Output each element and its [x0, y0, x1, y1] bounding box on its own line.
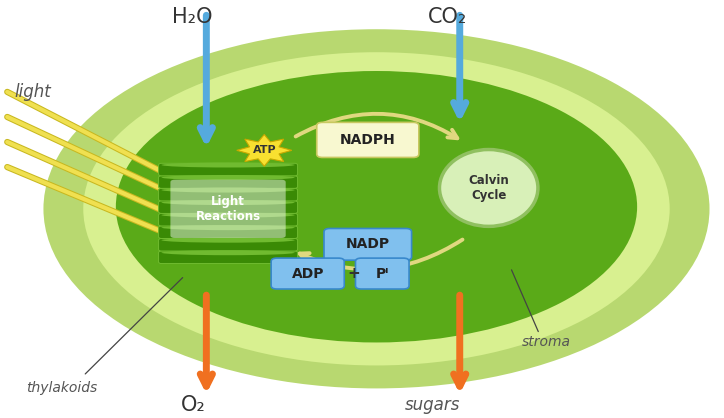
- FancyBboxPatch shape: [159, 163, 298, 176]
- FancyBboxPatch shape: [159, 226, 298, 239]
- Ellipse shape: [439, 150, 538, 227]
- FancyBboxPatch shape: [324, 229, 411, 260]
- Text: thylakoids: thylakoids: [26, 381, 97, 395]
- FancyBboxPatch shape: [170, 180, 286, 238]
- FancyBboxPatch shape: [159, 239, 298, 251]
- Ellipse shape: [161, 163, 295, 168]
- Text: ADP: ADP: [292, 267, 324, 280]
- FancyBboxPatch shape: [159, 189, 298, 201]
- Ellipse shape: [43, 29, 710, 388]
- Ellipse shape: [161, 237, 295, 243]
- Polygon shape: [237, 135, 292, 166]
- Ellipse shape: [161, 188, 295, 193]
- Text: +: +: [347, 266, 360, 281]
- Text: light: light: [14, 83, 51, 101]
- Text: Calvin
Cycle: Calvin Cycle: [468, 174, 509, 202]
- FancyBboxPatch shape: [159, 176, 298, 189]
- FancyBboxPatch shape: [159, 251, 298, 263]
- Text: O₂: O₂: [181, 395, 206, 415]
- Text: Pᴵ: Pᴵ: [376, 267, 389, 280]
- FancyBboxPatch shape: [159, 201, 298, 214]
- FancyBboxPatch shape: [271, 258, 345, 289]
- Text: Light
Reactions: Light Reactions: [195, 195, 261, 223]
- Text: NADPH: NADPH: [340, 133, 396, 147]
- Ellipse shape: [161, 175, 295, 180]
- Ellipse shape: [161, 213, 295, 218]
- Text: ATP: ATP: [253, 145, 276, 155]
- Text: stroma: stroma: [522, 336, 571, 349]
- FancyBboxPatch shape: [355, 258, 409, 289]
- Text: sugars: sugars: [405, 396, 460, 414]
- FancyBboxPatch shape: [159, 214, 298, 226]
- Ellipse shape: [116, 71, 637, 342]
- Ellipse shape: [161, 250, 295, 255]
- Ellipse shape: [83, 52, 670, 365]
- Text: H₂O: H₂O: [172, 7, 212, 27]
- Text: CO₂: CO₂: [428, 7, 467, 27]
- Ellipse shape: [161, 200, 295, 205]
- Ellipse shape: [161, 225, 295, 230]
- Text: NADP: NADP: [346, 237, 390, 251]
- FancyBboxPatch shape: [317, 122, 418, 158]
